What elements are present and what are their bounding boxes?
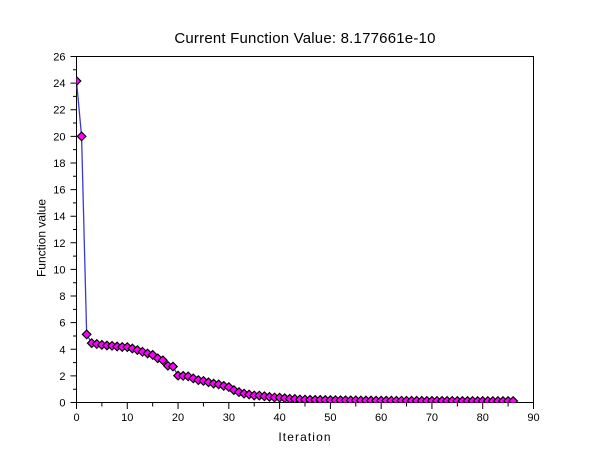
svg-text:0: 0 [59,398,65,410]
svg-text:60: 60 [375,412,387,424]
svg-text:Iteration: Iteration [278,430,331,444]
svg-text:6: 6 [59,318,65,330]
svg-text:40: 40 [273,412,285,424]
svg-text:50: 50 [324,412,336,424]
svg-text:22: 22 [53,105,65,117]
svg-text:30: 30 [223,412,235,424]
svg-text:90: 90 [527,412,539,424]
svg-text:20: 20 [172,412,184,424]
svg-text:70: 70 [426,412,438,424]
svg-text:14: 14 [53,211,65,223]
svg-text:26: 26 [53,52,65,64]
svg-text:2: 2 [59,371,65,383]
svg-text:0: 0 [73,412,79,424]
svg-text:20: 20 [53,131,65,143]
svg-text:4: 4 [59,344,65,356]
svg-text:16: 16 [53,185,65,197]
svg-text:18: 18 [53,158,65,170]
svg-text:12: 12 [53,238,65,250]
svg-text:24: 24 [53,78,65,90]
svg-text:Current Function Value: 8.1776: Current Function Value: 8.177661e-10 [174,30,435,47]
svg-text:10: 10 [53,264,65,276]
svg-text:Function value: Function value [34,199,48,277]
svg-text:10: 10 [121,412,133,424]
svg-text:8: 8 [59,291,65,303]
svg-text:80: 80 [477,412,489,424]
